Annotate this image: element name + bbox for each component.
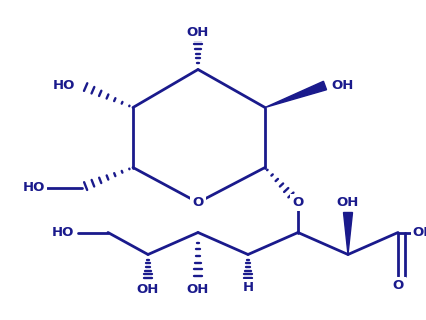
Text: OH: OH [187, 283, 209, 296]
Polygon shape [265, 81, 327, 108]
Text: OH: OH [137, 283, 159, 296]
Text: O: O [392, 279, 403, 292]
Polygon shape [343, 212, 352, 254]
Text: O: O [193, 196, 204, 209]
Text: H: H [242, 281, 253, 294]
Text: HO: HO [53, 79, 75, 92]
Text: OH: OH [337, 196, 359, 209]
Text: HO: HO [52, 226, 74, 239]
Text: HO: HO [23, 181, 45, 194]
Text: O: O [292, 196, 304, 209]
Text: OH: OH [332, 79, 354, 92]
Text: OH: OH [413, 226, 426, 239]
Text: OH: OH [187, 26, 209, 39]
